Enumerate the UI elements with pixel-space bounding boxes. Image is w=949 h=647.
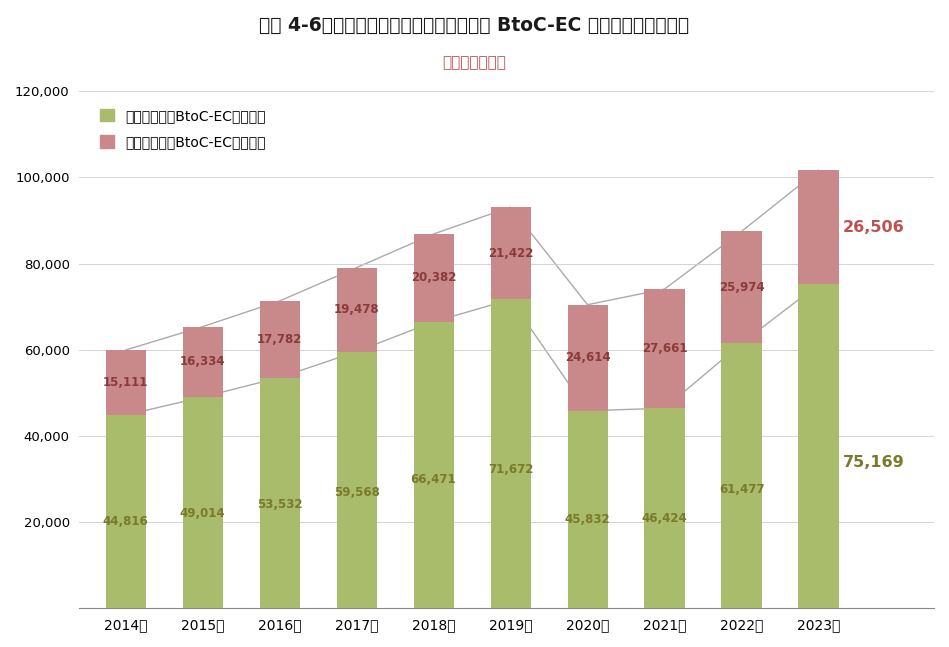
Text: 20,382: 20,382 bbox=[411, 272, 456, 285]
Text: 46,424: 46,424 bbox=[642, 512, 687, 525]
Text: 17,782: 17,782 bbox=[257, 333, 302, 345]
Bar bbox=[182, 327, 223, 397]
Bar bbox=[721, 344, 761, 608]
Bar bbox=[644, 289, 684, 408]
Text: 71,672: 71,672 bbox=[488, 463, 533, 476]
Text: 53,532: 53,532 bbox=[257, 498, 303, 511]
Text: （単位：億円）: （単位：億円） bbox=[442, 55, 507, 70]
Bar bbox=[491, 207, 530, 300]
Text: 26,506: 26,506 bbox=[843, 220, 905, 235]
Bar bbox=[568, 411, 607, 608]
Bar bbox=[491, 300, 530, 608]
Bar bbox=[105, 350, 145, 415]
Bar bbox=[568, 305, 607, 411]
Bar bbox=[337, 268, 377, 351]
Text: 27,661: 27,661 bbox=[642, 342, 687, 355]
Bar bbox=[337, 351, 377, 608]
Bar bbox=[721, 232, 761, 344]
Text: 25,974: 25,974 bbox=[718, 281, 764, 294]
Bar bbox=[182, 397, 223, 608]
Text: 図表 4-6：サービス系、デジタル系分野の BtoC-EC 市場規模の経年推移: 図表 4-6：サービス系、デジタル系分野の BtoC-EC 市場規模の経年推移 bbox=[259, 16, 690, 35]
Text: 45,832: 45,832 bbox=[565, 513, 610, 526]
Text: 75,169: 75,169 bbox=[843, 455, 905, 470]
Bar bbox=[414, 234, 454, 322]
Bar bbox=[259, 301, 300, 378]
Text: 44,816: 44,816 bbox=[102, 515, 148, 528]
Text: 66,471: 66,471 bbox=[411, 473, 456, 486]
Bar bbox=[644, 408, 684, 608]
Bar bbox=[414, 322, 454, 608]
Text: 59,568: 59,568 bbox=[334, 487, 380, 499]
Bar bbox=[259, 378, 300, 608]
Text: 24,614: 24,614 bbox=[565, 351, 610, 364]
Bar bbox=[105, 415, 145, 608]
Text: 21,422: 21,422 bbox=[488, 247, 533, 259]
Text: 19,478: 19,478 bbox=[334, 303, 380, 316]
Text: 49,014: 49,014 bbox=[179, 507, 225, 520]
Text: 16,334: 16,334 bbox=[179, 355, 225, 368]
Bar bbox=[798, 285, 839, 608]
Legend: サービス分野BtoC-EC市場規模, デジタル分野BtoC-EC市場規模: サービス分野BtoC-EC市場規模, デジタル分野BtoC-EC市場規模 bbox=[95, 104, 271, 155]
Text: 15,111: 15,111 bbox=[102, 376, 148, 389]
Bar bbox=[798, 170, 839, 285]
Text: 61,477: 61,477 bbox=[718, 483, 764, 496]
